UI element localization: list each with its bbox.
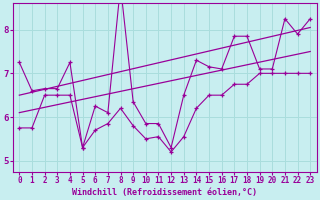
X-axis label: Windchill (Refroidissement éolien,°C): Windchill (Refroidissement éolien,°C) xyxy=(72,188,257,197)
